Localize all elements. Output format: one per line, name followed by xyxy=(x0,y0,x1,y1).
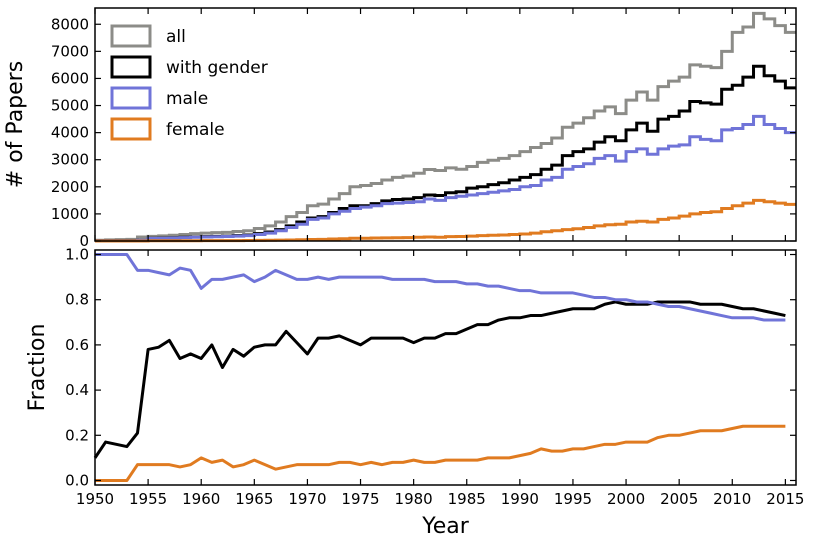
legend-label-all: all xyxy=(166,27,186,47)
fraction-series-female xyxy=(95,424,786,482)
fraction-series-male xyxy=(95,253,786,322)
y-tick-label: 0.2 xyxy=(65,426,89,444)
y-tick-label: 1000 xyxy=(51,205,89,223)
y-tick-label: 0.4 xyxy=(65,381,89,399)
x-tick-label: 1975 xyxy=(341,490,379,508)
papers-count-panel: 0 1000 2000 3000 4000 5000 6000 7000 8000 # of Pa… xyxy=(3,7,797,250)
x-tick-label: 1985 xyxy=(448,490,486,508)
x-tick-label: 1960 xyxy=(182,490,220,508)
fraction-series-with-gender xyxy=(93,300,786,459)
legend-label-with-gender: with gender xyxy=(166,58,268,78)
x-tick-label: 1995 xyxy=(554,490,592,508)
x-tick-label: 1950 xyxy=(76,490,114,508)
series-male xyxy=(95,114,796,243)
legend-swatch-with-gender xyxy=(110,55,152,79)
y-axis-label: # of Papers xyxy=(3,61,28,188)
x-tick-label: 2005 xyxy=(660,490,698,508)
legend-label-male: male xyxy=(166,89,208,109)
y-tick-label: 5000 xyxy=(51,97,89,115)
x-tick-label: 1965 xyxy=(235,490,273,508)
legend-label-female: female xyxy=(166,120,225,140)
x-tick-label: 2000 xyxy=(607,490,645,508)
plot-frame xyxy=(94,7,797,242)
x-tick-label: 1970 xyxy=(288,490,326,508)
y-tick-label: 4000 xyxy=(51,124,89,142)
fraction-panel: 0.0 0.2 0.4 0.6 0.8 1.0 1950 1955 1960 1965 1970 19… xyxy=(25,246,804,539)
y-tick-label: 0.6 xyxy=(65,336,89,354)
x-axis-label: Year xyxy=(421,514,470,539)
y-tick-label: 0.0 xyxy=(65,471,89,489)
y-tick-label: 0 xyxy=(79,232,89,250)
x-tick-label: 1990 xyxy=(501,490,539,508)
x-tick-label: 2015 xyxy=(766,490,804,508)
y-tick-label: 1.0 xyxy=(65,246,89,264)
x-tick-label: 1955 xyxy=(129,490,167,508)
y-axis-label: Fraction xyxy=(25,324,50,412)
series-all xyxy=(95,11,796,242)
y-tick-label: 3000 xyxy=(51,151,89,169)
y-tick-label: 7000 xyxy=(51,42,89,60)
x-tick-label: 2010 xyxy=(713,490,751,508)
y-tick-label: 2000 xyxy=(51,178,89,196)
legend-swatch-all xyxy=(110,24,152,48)
plot-frame xyxy=(94,249,797,486)
legend-swatch-male xyxy=(110,86,152,110)
legend-swatch-female xyxy=(110,117,152,141)
y-tick-label: 8000 xyxy=(51,15,89,33)
y-tick-label: 0.8 xyxy=(65,291,89,309)
legend: all with gender male female xyxy=(110,24,268,141)
x-tick-label: 1980 xyxy=(395,490,433,508)
y-tick-label: 6000 xyxy=(51,69,89,87)
